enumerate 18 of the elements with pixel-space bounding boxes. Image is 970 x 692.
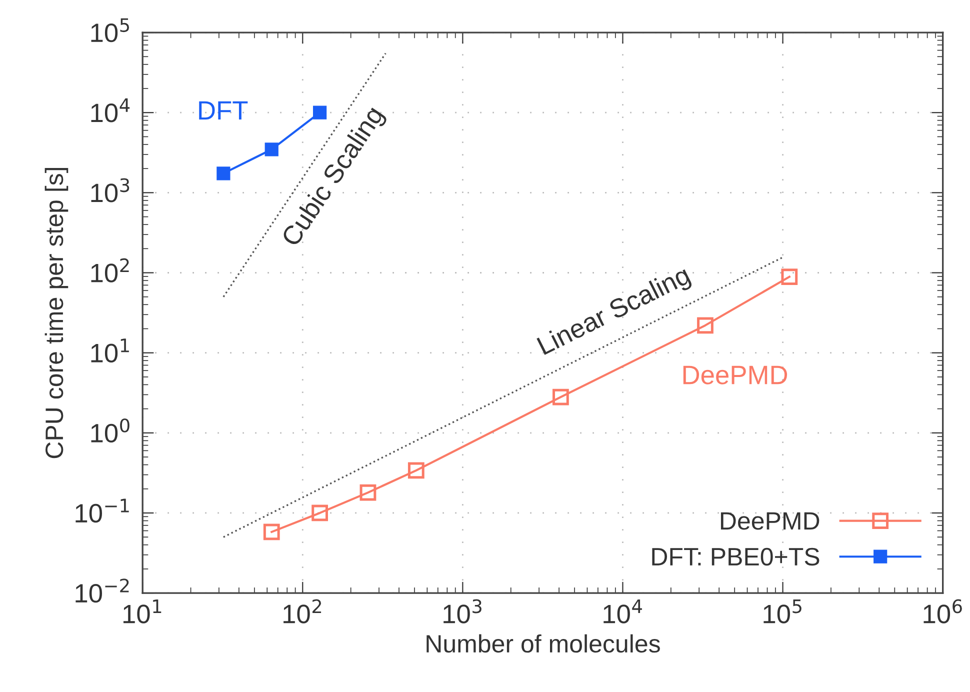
annotation: DeePMD — [683, 366, 788, 384]
y-axis-title: CPU core time per step [s] — [44, 168, 68, 458]
x-tick-label: 10$^{3}$ — [444, 599, 482, 624]
y-tick-label: 10$^{0}$ — [91, 418, 130, 443]
x-tick-label: 10$^{6}$ — [924, 599, 962, 624]
y-tick-label: 10$^{−1}$ — [76, 498, 129, 523]
x-tick-label: 10$^{2}$ — [284, 599, 322, 624]
x-tick-label: 10$^{4}$ — [604, 600, 642, 624]
y-tick-label: 10$^{2}$ — [91, 258, 129, 282]
y-tick-label: 10$^{5}$ — [91, 18, 129, 42]
legend-label: DeePMD — [720, 512, 820, 530]
y-tick-label: 10$^{1}$ — [91, 338, 129, 362]
x-tick-label: 10$^{5}$ — [764, 600, 802, 624]
y-tick-label: 10$^{3}$ — [91, 178, 130, 202]
legend-label: DFT: PBE0+TS — [652, 548, 820, 566]
annotation: DFT — [199, 101, 248, 120]
y-tick-label: 10$^{4}$ — [91, 98, 130, 122]
x-axis-title: Number of molecules — [426, 634, 660, 653]
